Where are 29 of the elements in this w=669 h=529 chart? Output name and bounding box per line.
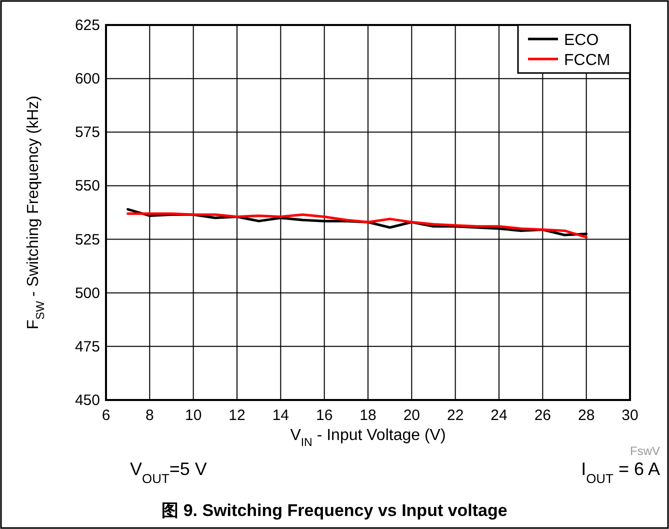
text: 图 9. Switching Frequency vs Input voltage [162,501,508,520]
x-tick-label: 8 [145,407,154,424]
x-axis-title: V$_{IN}$ - Input Voltage (V) [290,427,446,449]
y-tick-label: 500 [74,284,100,302]
x-tick-label: 22 [446,407,464,424]
y-tick-label: 525 [74,231,100,248]
x-tick-label: 12 [228,407,246,424]
y-tick-label: 575 [74,124,100,142]
x-tick-label: 18 [360,407,376,424]
text: V$_{OUT}$=5 V [130,459,207,486]
x-tick-label: 6 [102,407,110,424]
text: FswV [630,444,660,458]
x-tick-label: 30 [622,407,638,424]
x-tick-label: 24 [490,407,508,424]
x-tick-label: 20 [403,407,420,424]
x-tick-label: 26 [534,407,552,424]
y-tick-label: 600 [74,70,100,88]
text: I$_{OUT}$ = 6 A [581,459,660,486]
y-tick-label: 550 [74,178,100,195]
y-tick-label: 625 [74,17,100,34]
x-tick-label: 16 [316,407,333,424]
x-tick-label: 14 [272,407,290,424]
y-tick-label: 475 [74,338,100,356]
x-tick-label: 10 [184,407,202,424]
legend-label: ECO [564,32,599,49]
x-tick-label: 28 [578,407,595,424]
y-tick-label: 450 [74,392,100,409]
legend-label: FCCM [564,52,610,69]
line-series [126,212,588,238]
